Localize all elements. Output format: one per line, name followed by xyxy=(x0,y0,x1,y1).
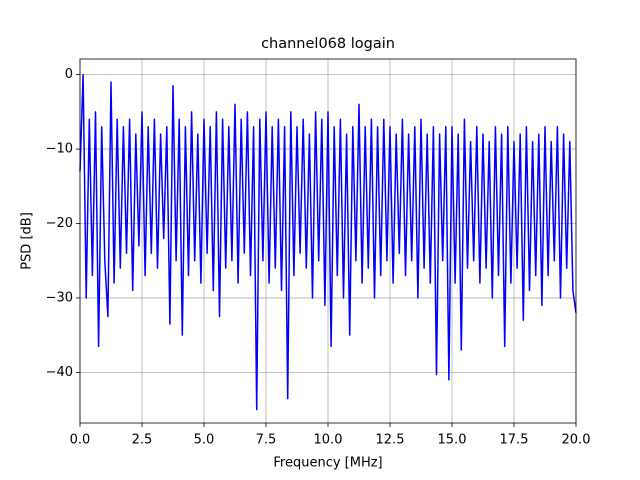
y-axis-label: PSD [dB] xyxy=(20,212,35,270)
x-tick-label: 0.0 xyxy=(70,433,91,448)
x-tick-label: 2.5 xyxy=(132,433,153,448)
y-tick-label: −20 xyxy=(46,216,73,231)
plot-area xyxy=(79,73,577,411)
y-tick-label: −10 xyxy=(46,142,73,157)
x-tick-label: 12.5 xyxy=(376,433,405,448)
psd-line xyxy=(79,73,577,411)
x-tick-label: 20.0 xyxy=(562,433,591,448)
y-tick-label: −30 xyxy=(46,290,73,305)
y-tick-label: 0 xyxy=(65,67,73,82)
x-tick-label: 10.0 xyxy=(314,433,343,448)
y-tick-label: −40 xyxy=(46,365,73,380)
x-tick-label: 17.5 xyxy=(500,433,529,448)
x-tick-label: 15.0 xyxy=(438,433,467,448)
x-tick-label: 7.5 xyxy=(256,433,277,448)
chart-title: channel068 logain xyxy=(261,36,395,52)
x-tick-label: 5.0 xyxy=(194,433,215,448)
x-axis-label: Frequency [MHz] xyxy=(273,456,382,471)
